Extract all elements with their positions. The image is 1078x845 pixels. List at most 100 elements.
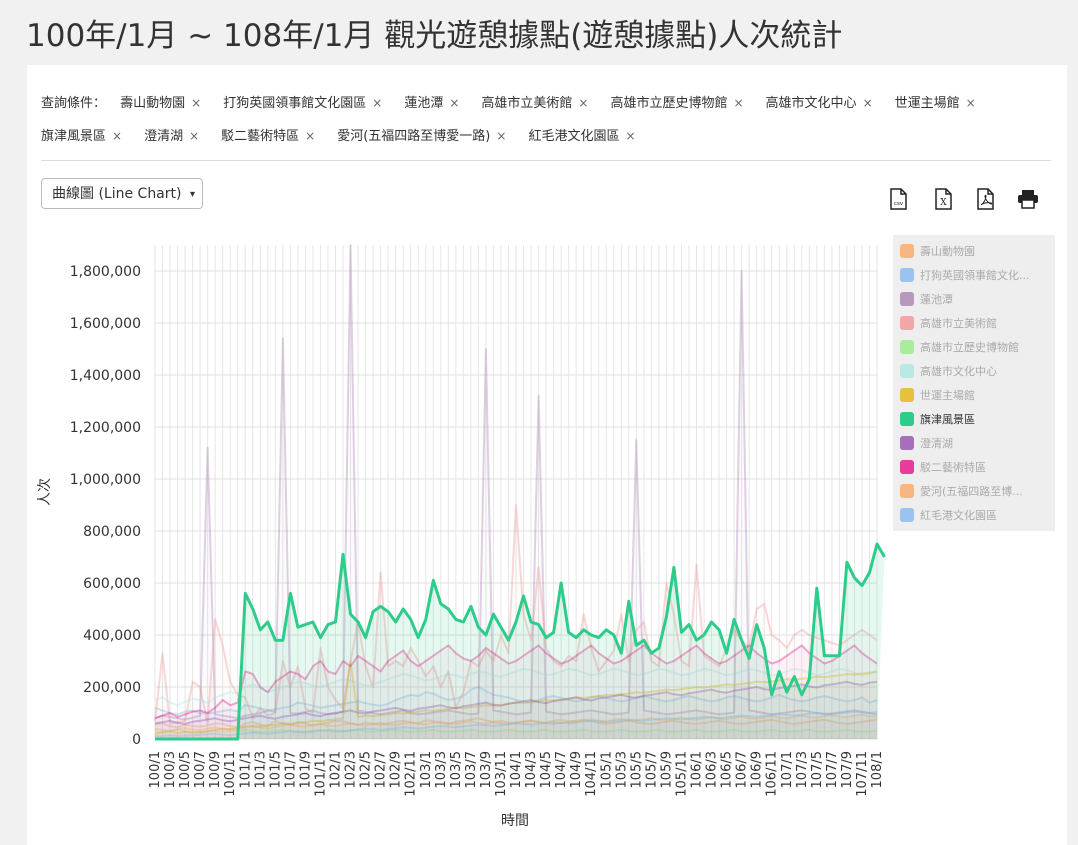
legend-item[interactable]: 高雄市立美術館	[900, 315, 997, 331]
filter-tag-label: 旗津風景區	[41, 129, 107, 144]
legend-label: 澄清湖	[920, 437, 953, 450]
remove-tag-icon[interactable]: ×	[112, 129, 123, 143]
y-tick-label: 600,000	[83, 576, 141, 592]
remove-tag-icon[interactable]: ×	[191, 96, 202, 110]
legend-label: 旗津風景區	[920, 413, 975, 426]
legend-swatch	[900, 484, 914, 498]
legend-item[interactable]: 澄清湖	[900, 435, 953, 451]
filter-label: 查詢條件：	[41, 96, 107, 111]
remove-tag-icon[interactable]: ×	[189, 129, 200, 143]
series-area	[155, 729, 877, 739]
x-tick-label: 105/5	[629, 751, 644, 788]
x-tick-label: 105/1	[599, 751, 614, 788]
y-tick-label: 1,200,000	[70, 420, 141, 436]
csv-download-icon[interactable]: csv	[887, 187, 909, 211]
legend-swatch	[900, 460, 914, 474]
x-tick-label: 104/9	[569, 751, 584, 788]
x-axis-title: 時間	[501, 813, 529, 829]
series-area	[155, 711, 877, 739]
series-area	[155, 544, 885, 739]
pdf-download-icon[interactable]	[974, 187, 996, 211]
x-tick-label: 106/3	[705, 751, 720, 788]
legend-swatch	[900, 436, 914, 450]
series-line	[154, 686, 878, 716]
x-tick-label: 107/11	[855, 751, 870, 797]
filter-tag: 蓮池潭 ×	[404, 87, 459, 120]
legend-item[interactable]: 紅毛港文化園區	[900, 507, 997, 523]
legend-item[interactable]: 打狗英國領事館文化...	[900, 267, 1030, 283]
legend-label: 壽山動物園	[920, 245, 975, 258]
legend-item[interactable]: 高雄市立歷史博物館	[900, 339, 1019, 355]
legend-item[interactable]: 愛河(五福四路至博...	[900, 483, 1023, 499]
x-tick-label: 104/5	[539, 751, 554, 788]
filter-tag-label: 高雄市文化中心	[765, 96, 857, 111]
x-tick-label: 107/1	[780, 751, 795, 788]
x-tick-label: 103/1	[419, 751, 434, 788]
chart-panel: 查詢條件： 壽山動物園 × 打狗英國領事館文化園區 × 蓮池潭 × 高雄市立美術館 × 高雄市立…	[27, 65, 1067, 845]
filter-tag-label: 蓮池潭	[404, 96, 444, 111]
remove-tag-icon[interactable]: ×	[449, 96, 460, 110]
filter-tag: 駁二藝術特區 ×	[221, 120, 315, 153]
series-line	[154, 728, 878, 734]
filter-tag-label: 壽山動物園	[120, 96, 186, 111]
remove-tag-icon[interactable]: ×	[305, 129, 316, 143]
filter-tag: 打狗英國領事館文化園區 ×	[223, 87, 382, 120]
filter-tag: 壽山動物園 ×	[120, 87, 201, 120]
x-tick-label: 100/9	[208, 751, 223, 788]
filter-tag: 紅毛港文化園區 ×	[528, 120, 635, 153]
x-tick-label: 102/9	[389, 751, 404, 788]
legend-swatch	[900, 412, 914, 426]
legend: 壽山動物園打狗英國領事館文化... 蓮池潭高雄市立美術館高雄市立歷史博物館高雄市文…	[893, 235, 1055, 531]
series-layer	[154, 244, 886, 741]
filter-bar: 查詢條件： 壽山動物園 × 打狗英國領事館文化園區 × 蓮池潭 × 高雄市立美術館 × 高雄市立…	[41, 87, 1051, 153]
x-tick-label: 106/1	[690, 751, 705, 788]
x-tick-label: 106/11	[765, 751, 780, 797]
x-tick-label: 106/9	[750, 751, 765, 788]
remove-tag-icon[interactable]: ×	[372, 96, 383, 110]
legend-label: 世運主場館	[920, 389, 975, 402]
series-area	[155, 681, 877, 739]
series-line	[155, 542, 886, 741]
legend-item[interactable]: 世運主場館	[900, 387, 975, 403]
remove-tag-icon[interactable]: ×	[496, 129, 507, 143]
legend-swatch	[900, 316, 914, 330]
x-tick-label: 100/3	[163, 751, 178, 788]
legend-swatch	[900, 364, 914, 378]
y-tick-label: 800,000	[83, 524, 141, 540]
legend-item[interactable]: 駁二藝術特區	[900, 459, 986, 475]
x-tick-label: 103/7	[464, 751, 479, 788]
print-icon[interactable]	[1017, 187, 1039, 211]
legend-item[interactable]: 壽山動物園	[900, 243, 975, 259]
filter-tag-label: 世運主場館	[894, 96, 960, 111]
remove-tag-icon[interactable]: ×	[578, 96, 589, 110]
y-tick-label: 0	[132, 732, 141, 748]
page-title: 100年/1月 ~ 108年/1月 觀光遊憩據點(遊憩據點)人次統計	[26, 18, 843, 54]
filter-tag: 愛河(五福四路至博愛一路) ×	[337, 120, 506, 153]
filter-tag: 澄清湖 ×	[144, 120, 199, 153]
excel-download-icon[interactable]: X	[932, 187, 954, 211]
remove-tag-icon[interactable]: ×	[625, 129, 636, 143]
legend-item[interactable]: 蓮池潭	[900, 291, 953, 307]
legend-label: 駁二藝術特區	[920, 461, 986, 474]
x-tick-label: 104/7	[554, 751, 569, 788]
legend-label: 紅毛港文化園區	[920, 509, 997, 522]
filter-tag: 旗津風景區 ×	[41, 120, 122, 153]
x-tick-label: 106/7	[735, 751, 750, 788]
x-tick-label: 103/11	[494, 751, 509, 797]
remove-tag-icon[interactable]: ×	[862, 96, 873, 110]
x-tick-label: 104/11	[584, 751, 599, 797]
legend-item[interactable]: 高雄市文化中心	[900, 363, 997, 379]
legend-item[interactable]: 旗津風景區	[900, 411, 975, 427]
remove-tag-icon[interactable]: ×	[965, 96, 976, 110]
x-tick-label: 102/1	[329, 751, 344, 788]
series-area	[155, 645, 877, 739]
y-tick-label: 400,000	[83, 628, 141, 644]
x-tick-label: 107/9	[840, 751, 855, 788]
legend-label: 蓮池潭	[920, 293, 953, 306]
x-tick-label: 100/7	[193, 751, 208, 788]
legend-label: 打狗英國領事館文化...	[920, 269, 1030, 282]
legend-label: 高雄市立歷史博物館	[920, 341, 1019, 354]
remove-tag-icon[interactable]: ×	[733, 96, 744, 110]
axes: 0 200,000 400,000 600,000 800,000 1,000,000 1,…	[37, 264, 885, 829]
chart-type-select[interactable]: 曲線圖 (Line Chart) ▾	[41, 178, 203, 209]
